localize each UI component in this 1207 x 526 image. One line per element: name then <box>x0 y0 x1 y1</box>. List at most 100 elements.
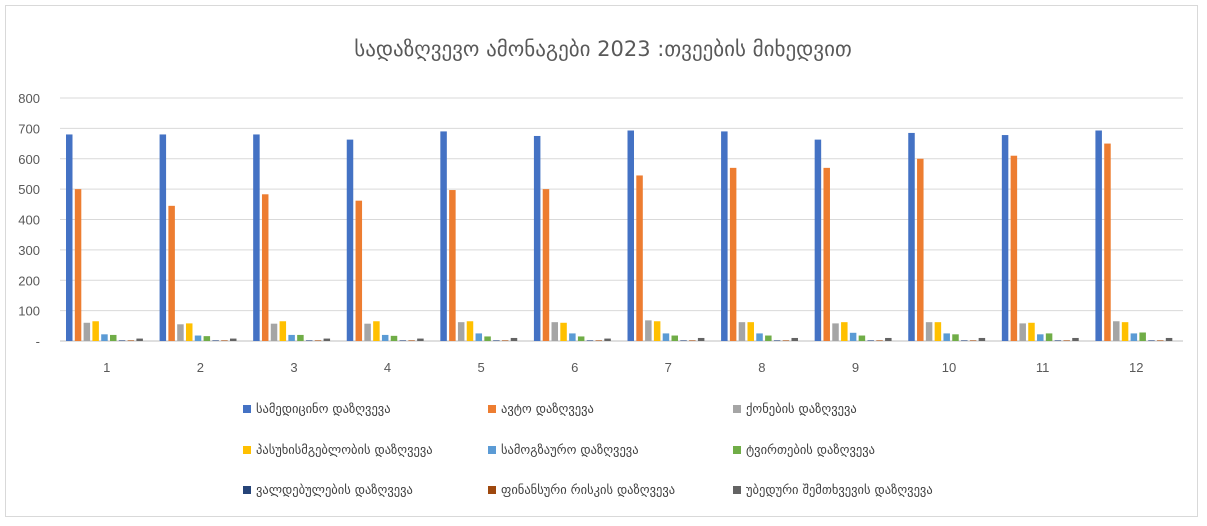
bar <box>645 320 652 341</box>
legend-item: ქონების დაზღვევა <box>733 401 857 416</box>
category-group-12 <box>1095 131 1172 341</box>
legend-item: ავტო დაზღვევა <box>488 401 594 416</box>
bar <box>493 340 500 341</box>
legend-swatch <box>733 446 741 454</box>
bar <box>791 338 798 341</box>
bar <box>168 206 175 341</box>
bar <box>654 321 661 341</box>
bar <box>587 340 594 341</box>
bar <box>1095 131 1102 341</box>
legend-label: ტვირთების დაზღვევა <box>746 442 875 457</box>
bar <box>823 168 830 341</box>
y-tick-label: - <box>36 334 40 349</box>
bar <box>596 340 603 341</box>
legend-item: უბედური შემთხვევის დაზღვევა <box>733 482 933 497</box>
bar <box>347 140 354 341</box>
bar <box>136 339 143 341</box>
x-tick-label: 12 <box>1129 360 1143 375</box>
chart-title: სადაზღვევო ამონაგები 2023 :თვეების მიხედ… <box>354 37 852 61</box>
bar <box>943 333 950 341</box>
legend-label: პასუხისმგებლობის დაზღვევა <box>256 442 433 457</box>
x-tick-label: 8 <box>758 360 765 375</box>
bar <box>1122 322 1129 341</box>
bar <box>1072 338 1079 341</box>
bar <box>324 339 331 341</box>
bar <box>1011 156 1018 341</box>
bar <box>560 323 567 341</box>
bar <box>75 189 82 341</box>
bar <box>1131 333 1138 341</box>
bar <box>119 340 126 341</box>
legend-item: სამოგზაურო დაზღვევა <box>488 442 639 457</box>
category-group-10 <box>908 133 985 341</box>
x-tick-label: 10 <box>942 360 956 375</box>
bar <box>908 133 915 341</box>
bar <box>569 333 576 341</box>
bar <box>1028 323 1035 341</box>
legend-label: უბედური შემთხვევის დაზღვევა <box>746 482 933 497</box>
legend-label: სამედიცინო დაზღვევა <box>256 401 391 416</box>
bar <box>774 340 781 341</box>
bar <box>636 175 643 341</box>
bar <box>578 336 585 341</box>
bars <box>66 131 1172 341</box>
bar <box>1148 340 1155 341</box>
bar <box>721 131 728 341</box>
bar <box>230 339 237 341</box>
legend-item: ვალდებულების დაზღვევა <box>243 482 413 497</box>
bar <box>364 324 371 341</box>
bar <box>850 333 857 341</box>
bar <box>739 322 746 341</box>
x-tick-label: 5 <box>478 360 485 375</box>
legend-swatch <box>733 405 741 413</box>
bar <box>356 201 363 341</box>
bar <box>1166 338 1173 341</box>
bar <box>408 340 415 341</box>
bar <box>979 338 986 341</box>
x-tick-label: 4 <box>384 360 391 375</box>
category-group-7 <box>628 131 705 341</box>
y-tick-label: 400 <box>18 213 40 228</box>
bar <box>467 321 474 341</box>
bar <box>212 340 219 341</box>
bar <box>1063 340 1070 341</box>
bar <box>672 336 679 341</box>
bar <box>84 323 91 341</box>
bar <box>262 194 269 341</box>
bar <box>440 131 447 341</box>
legend-swatch <box>488 405 496 413</box>
bar <box>66 134 73 341</box>
x-tick-label: 6 <box>571 360 578 375</box>
legend-item: სამედიცინო დაზღვევა <box>243 401 391 416</box>
legend-label: ავტო დაზღვევა <box>501 401 594 416</box>
bar <box>698 338 705 341</box>
bar <box>195 336 202 341</box>
bar <box>961 340 968 341</box>
bar <box>689 340 696 341</box>
bar <box>373 321 380 341</box>
bar <box>1157 340 1164 341</box>
bar <box>1104 144 1111 341</box>
legend-item: პასუხისმგებლობის დაზღვევა <box>243 442 433 457</box>
legend-label: ვალდებულების დაზღვევა <box>256 482 413 497</box>
bar <box>221 340 228 341</box>
bar <box>417 339 424 341</box>
bar <box>315 340 322 341</box>
bar <box>306 340 313 341</box>
category-group-11 <box>1002 135 1079 341</box>
x-tick-label: 3 <box>290 360 297 375</box>
bar <box>815 140 822 341</box>
bar <box>765 336 772 341</box>
bar <box>628 131 635 341</box>
bar <box>552 322 559 341</box>
legend: სამედიცინო დაზღვევა ავტო დაზღვევა ქონების … <box>243 401 933 497</box>
bar <box>449 190 456 341</box>
bar <box>783 340 790 341</box>
category-group-3 <box>253 134 330 341</box>
bar <box>1002 135 1009 341</box>
bar <box>935 322 942 341</box>
bar <box>1019 323 1026 341</box>
bar <box>867 340 874 341</box>
bar <box>604 339 611 341</box>
bar <box>832 323 839 341</box>
